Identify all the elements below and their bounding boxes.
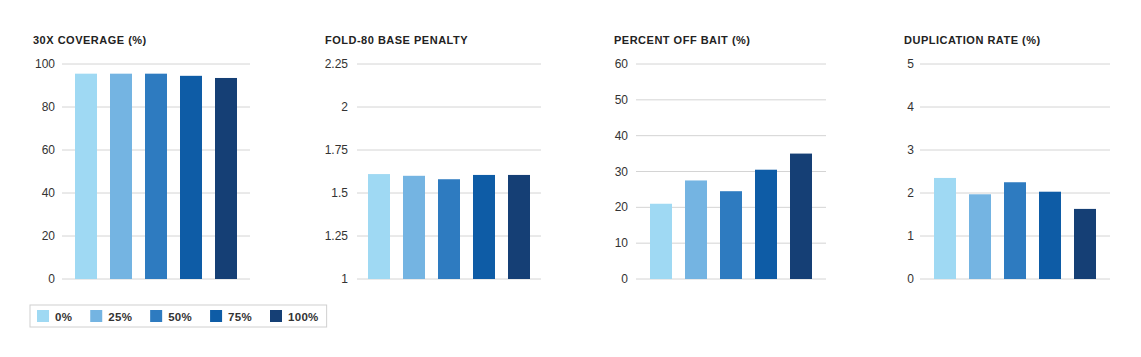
bars [650,154,812,279]
tick-label: 0 [48,272,55,286]
bar [180,76,202,279]
bar [790,154,812,279]
bar [145,74,167,279]
legend-label: 100% [288,311,319,323]
grid-line [62,64,250,65]
bar [720,191,742,279]
tick-label: 2 [341,100,348,114]
grid-line [636,135,826,136]
bar [110,74,132,279]
legend-swatch [150,310,162,322]
bars [368,174,530,279]
legend-swatch [90,310,102,322]
bar [650,204,672,279]
axis-line [62,64,63,279]
grid-line [357,64,541,65]
chart-title: PERCENT OFF BAIT (%) [614,34,751,46]
bar [934,178,956,279]
legend: 0% 25% 50% 75% 100% [30,305,327,327]
bar [75,74,97,279]
legend-label: 0% [55,311,72,323]
panel: 30X COVERAGE (%) 0 20 40 60 80 100 [33,34,250,286]
legend-swatch [270,310,282,322]
bar [438,179,460,279]
tick-label: 2.25 [325,57,349,71]
tick-label: 40 [42,186,56,200]
bar [403,176,425,279]
tick-label: 60 [615,57,629,71]
bar [1004,182,1026,279]
grid-line [357,107,541,108]
tick-label: 1.75 [325,143,349,157]
legend-box [30,305,327,327]
bar [969,194,991,279]
tick-label: 5 [907,57,914,71]
tick-label: 1 [341,272,348,286]
panel: FOLD-80 BASE PENALTY 1 1.25 1.5 1.75 2 2.25 [325,34,541,286]
tick-label: 2 [907,186,914,200]
bar [215,78,237,279]
chart-title: DUPLICATION RATE (%) [904,34,1041,46]
tick-label: 1 [907,229,914,243]
tick-label: 80 [42,100,56,114]
grid-line [920,150,1110,151]
tick-label: 30 [615,165,629,179]
tick-label: 50 [615,93,629,107]
bar [1074,209,1096,279]
axis-line [636,64,637,279]
grid-line [920,107,1110,108]
bars [934,178,1096,279]
tick-label: 20 [42,229,56,243]
axis-line [920,64,921,279]
legend-label: 50% [168,311,192,323]
legend-swatch [210,310,222,322]
bars [75,74,237,279]
axis-line [357,64,358,279]
bar [685,180,707,279]
tick-label: 4 [907,100,914,114]
tick-label: 1.5 [331,186,348,200]
tick-label: 3 [907,143,914,157]
grid-line [636,99,826,100]
tick-label: 60 [42,143,56,157]
tick-label: 1.25 [325,229,349,243]
chart-title: 30X COVERAGE (%) [33,34,147,46]
chart-title: FOLD-80 BASE PENALTY [325,34,468,46]
bar [755,170,777,279]
panel: DUPLICATION RATE (%) 0 1 2 3 4 5 [904,34,1110,286]
grid-line [636,64,826,65]
figure: 30X COVERAGE (%)0204060801000%25%50%75%1… [0,0,1141,357]
panel: PERCENT OFF BAIT (%) 0 10 20 30 40 50 60 [614,34,826,286]
tick-label: 0 [621,272,628,286]
tick-label: 0 [907,272,914,286]
bar [368,174,390,279]
tick-label: 20 [615,200,629,214]
bar [473,175,495,279]
tick-label: 40 [615,129,629,143]
grid-line [920,64,1110,65]
legend-swatch [37,310,49,322]
tick-label: 100 [35,57,55,71]
legend-label: 25% [108,311,132,323]
grid-line [357,150,541,151]
bar [508,175,530,279]
bar [1039,192,1061,279]
tick-label: 10 [615,236,629,250]
legend-label: 75% [228,311,252,323]
